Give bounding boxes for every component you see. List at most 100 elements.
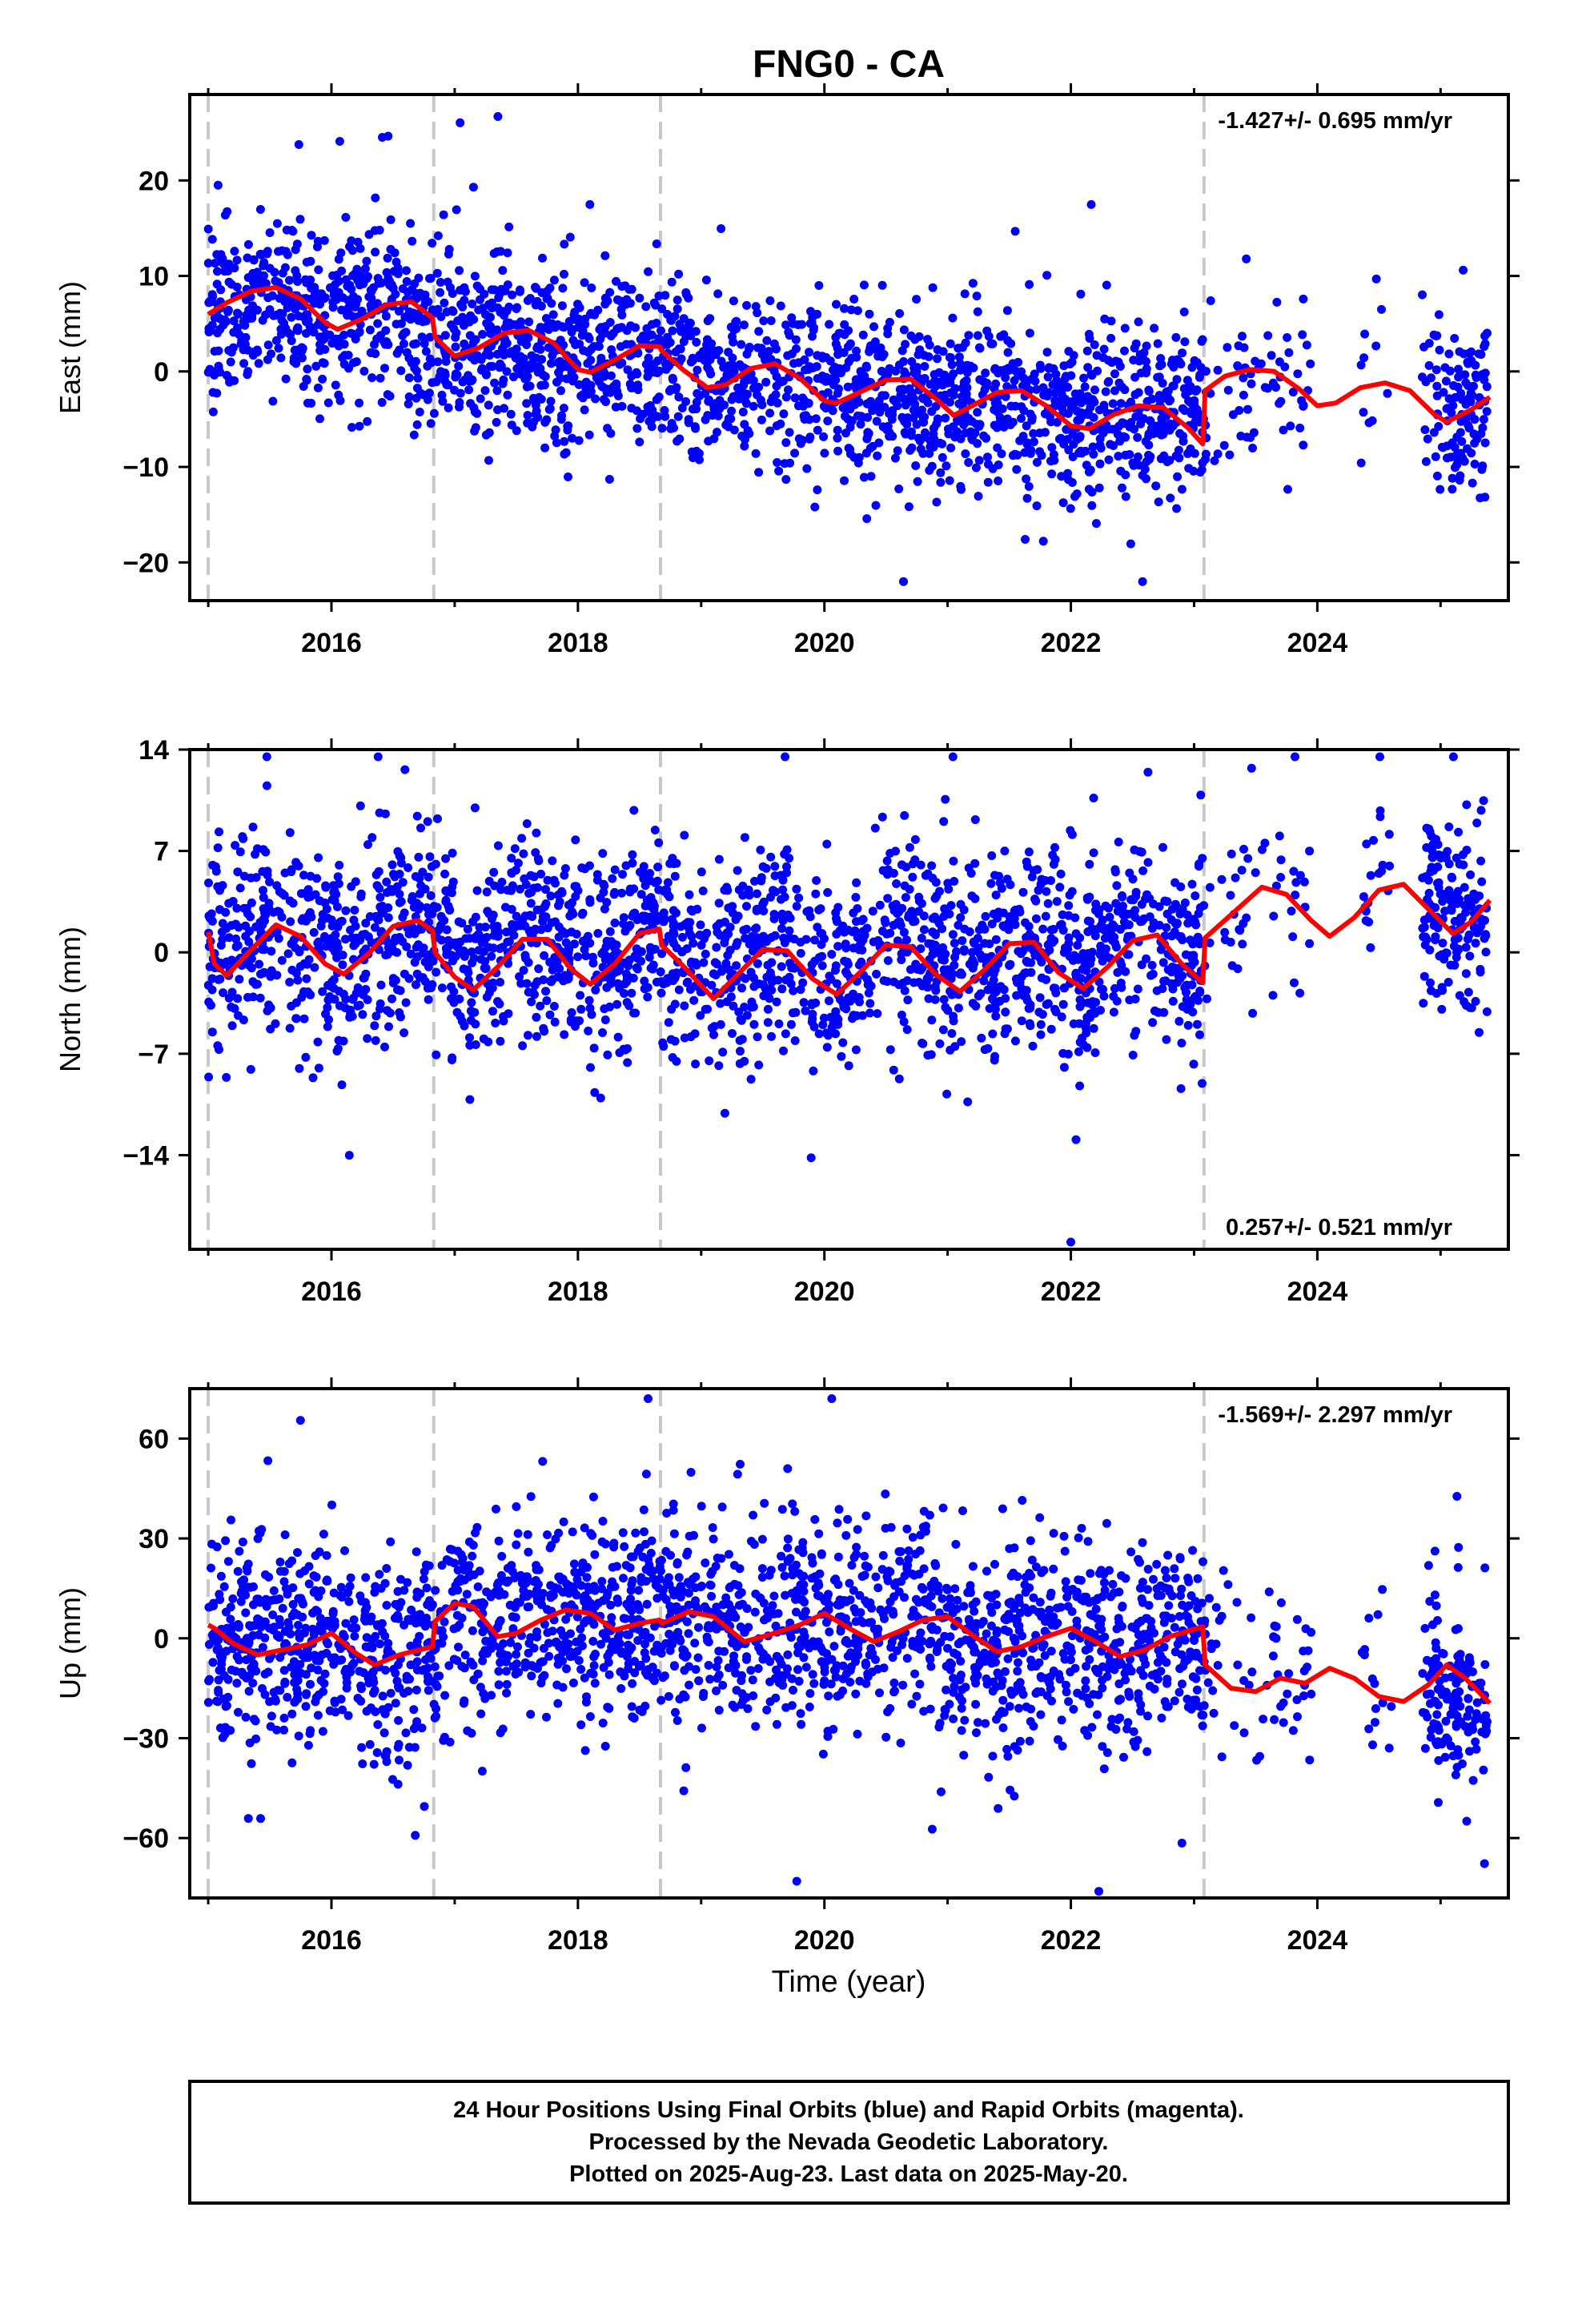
east-data-point [1069, 399, 1078, 408]
north-data-point [880, 915, 889, 925]
east-data-point [455, 402, 464, 412]
east-data-point [946, 353, 956, 363]
east-data-point [1134, 388, 1143, 397]
north-data-point [482, 887, 492, 897]
east-data-point [825, 320, 834, 329]
east-data-point [1144, 455, 1154, 464]
north-data-point [560, 870, 569, 880]
north-data-point [927, 939, 937, 949]
east-data-point [452, 205, 461, 215]
north-data-point [1097, 984, 1106, 994]
up-data-point [403, 1760, 412, 1770]
north-data-point [341, 906, 351, 915]
north-data-point [550, 1017, 560, 1027]
north-data-point [551, 879, 560, 888]
north-data-point [957, 1037, 966, 1047]
north-data-point [1424, 888, 1434, 898]
east-data-point [1272, 297, 1282, 307]
north-data-point [1464, 987, 1473, 997]
east-data-point [1035, 360, 1045, 370]
north-data-point [781, 975, 790, 985]
north-data-point [398, 912, 408, 922]
east-data-point [560, 449, 569, 459]
north-data-point [449, 987, 459, 996]
north-data-point [1198, 1079, 1207, 1088]
north-data-point [218, 919, 227, 928]
east-data-point [508, 290, 517, 300]
north-data-point [227, 1021, 237, 1031]
north-data-point [418, 973, 428, 983]
east-plot-frame [188, 93, 1510, 602]
north-data-point [324, 1015, 333, 1024]
east-data-point [872, 345, 881, 355]
east-data-point [1177, 485, 1186, 494]
east-data-point [654, 392, 664, 402]
north-data-point [313, 1037, 323, 1047]
north-data-point [607, 937, 616, 947]
east-data-point [781, 475, 791, 485]
north-data-point [337, 1080, 347, 1090]
east-data-point [621, 340, 631, 349]
north-data-point [374, 866, 383, 876]
east-data-point [478, 330, 488, 339]
north-data-point [545, 1010, 555, 1019]
north-data-point [950, 877, 959, 886]
east-data-point [1478, 423, 1488, 432]
north-data-point [728, 1029, 737, 1038]
east-data-point [540, 443, 550, 452]
north-data-point [729, 1001, 738, 1011]
north-data-point [756, 845, 765, 854]
east-data-point [365, 325, 375, 335]
north-data-point [1369, 835, 1378, 845]
east-data-point [1360, 329, 1370, 339]
east-data-point [1139, 348, 1149, 357]
east-data-point [681, 397, 691, 406]
east-data-point [1206, 296, 1215, 305]
north-data-point [464, 975, 473, 985]
north-data-point [1075, 1002, 1085, 1011]
east-data-point [753, 343, 762, 352]
north-data-point [1130, 845, 1139, 854]
north-data-point [659, 908, 669, 918]
east-data-point [1063, 408, 1073, 418]
east-data-point [423, 361, 432, 371]
north-data-point [949, 856, 958, 866]
north-data-point [1037, 875, 1046, 884]
east-data-point [1066, 504, 1075, 513]
north-data-point [899, 1017, 909, 1027]
east-data-point [1475, 392, 1484, 402]
north-data-point [482, 933, 492, 942]
east-data-point [1125, 422, 1134, 432]
north-data-point [1460, 883, 1469, 892]
north-data-point [233, 867, 243, 877]
east-data-point [412, 420, 422, 429]
north-data-point [908, 872, 917, 882]
east-data-point [299, 382, 308, 391]
north-data-point [1042, 887, 1051, 896]
north-data-point [355, 801, 365, 810]
east-data-point [484, 300, 494, 309]
north-data-point [1438, 939, 1447, 948]
east-data-point [229, 316, 239, 326]
north-data-point [720, 1108, 729, 1118]
north-data-point [1167, 904, 1177, 914]
north-data-point [1271, 881, 1281, 891]
north-data-point [897, 955, 906, 964]
north-data-point [471, 912, 480, 922]
north-data-point [742, 902, 751, 911]
east-data-point [1021, 535, 1030, 544]
north-data-point [580, 945, 589, 955]
north-data-point [1158, 984, 1167, 993]
north-data-point [1176, 1084, 1186, 1093]
east-data-point [578, 393, 588, 403]
east-data-point [859, 280, 869, 290]
north-data-point [1122, 950, 1132, 959]
north-data-point [668, 854, 677, 863]
north-data-point [286, 917, 295, 927]
north-data-point [222, 1072, 231, 1082]
north-data-point [1455, 895, 1464, 904]
east-data-point [383, 131, 393, 141]
east-data-point [447, 320, 456, 330]
east-data-point [224, 277, 234, 287]
north-data-point [287, 939, 296, 949]
